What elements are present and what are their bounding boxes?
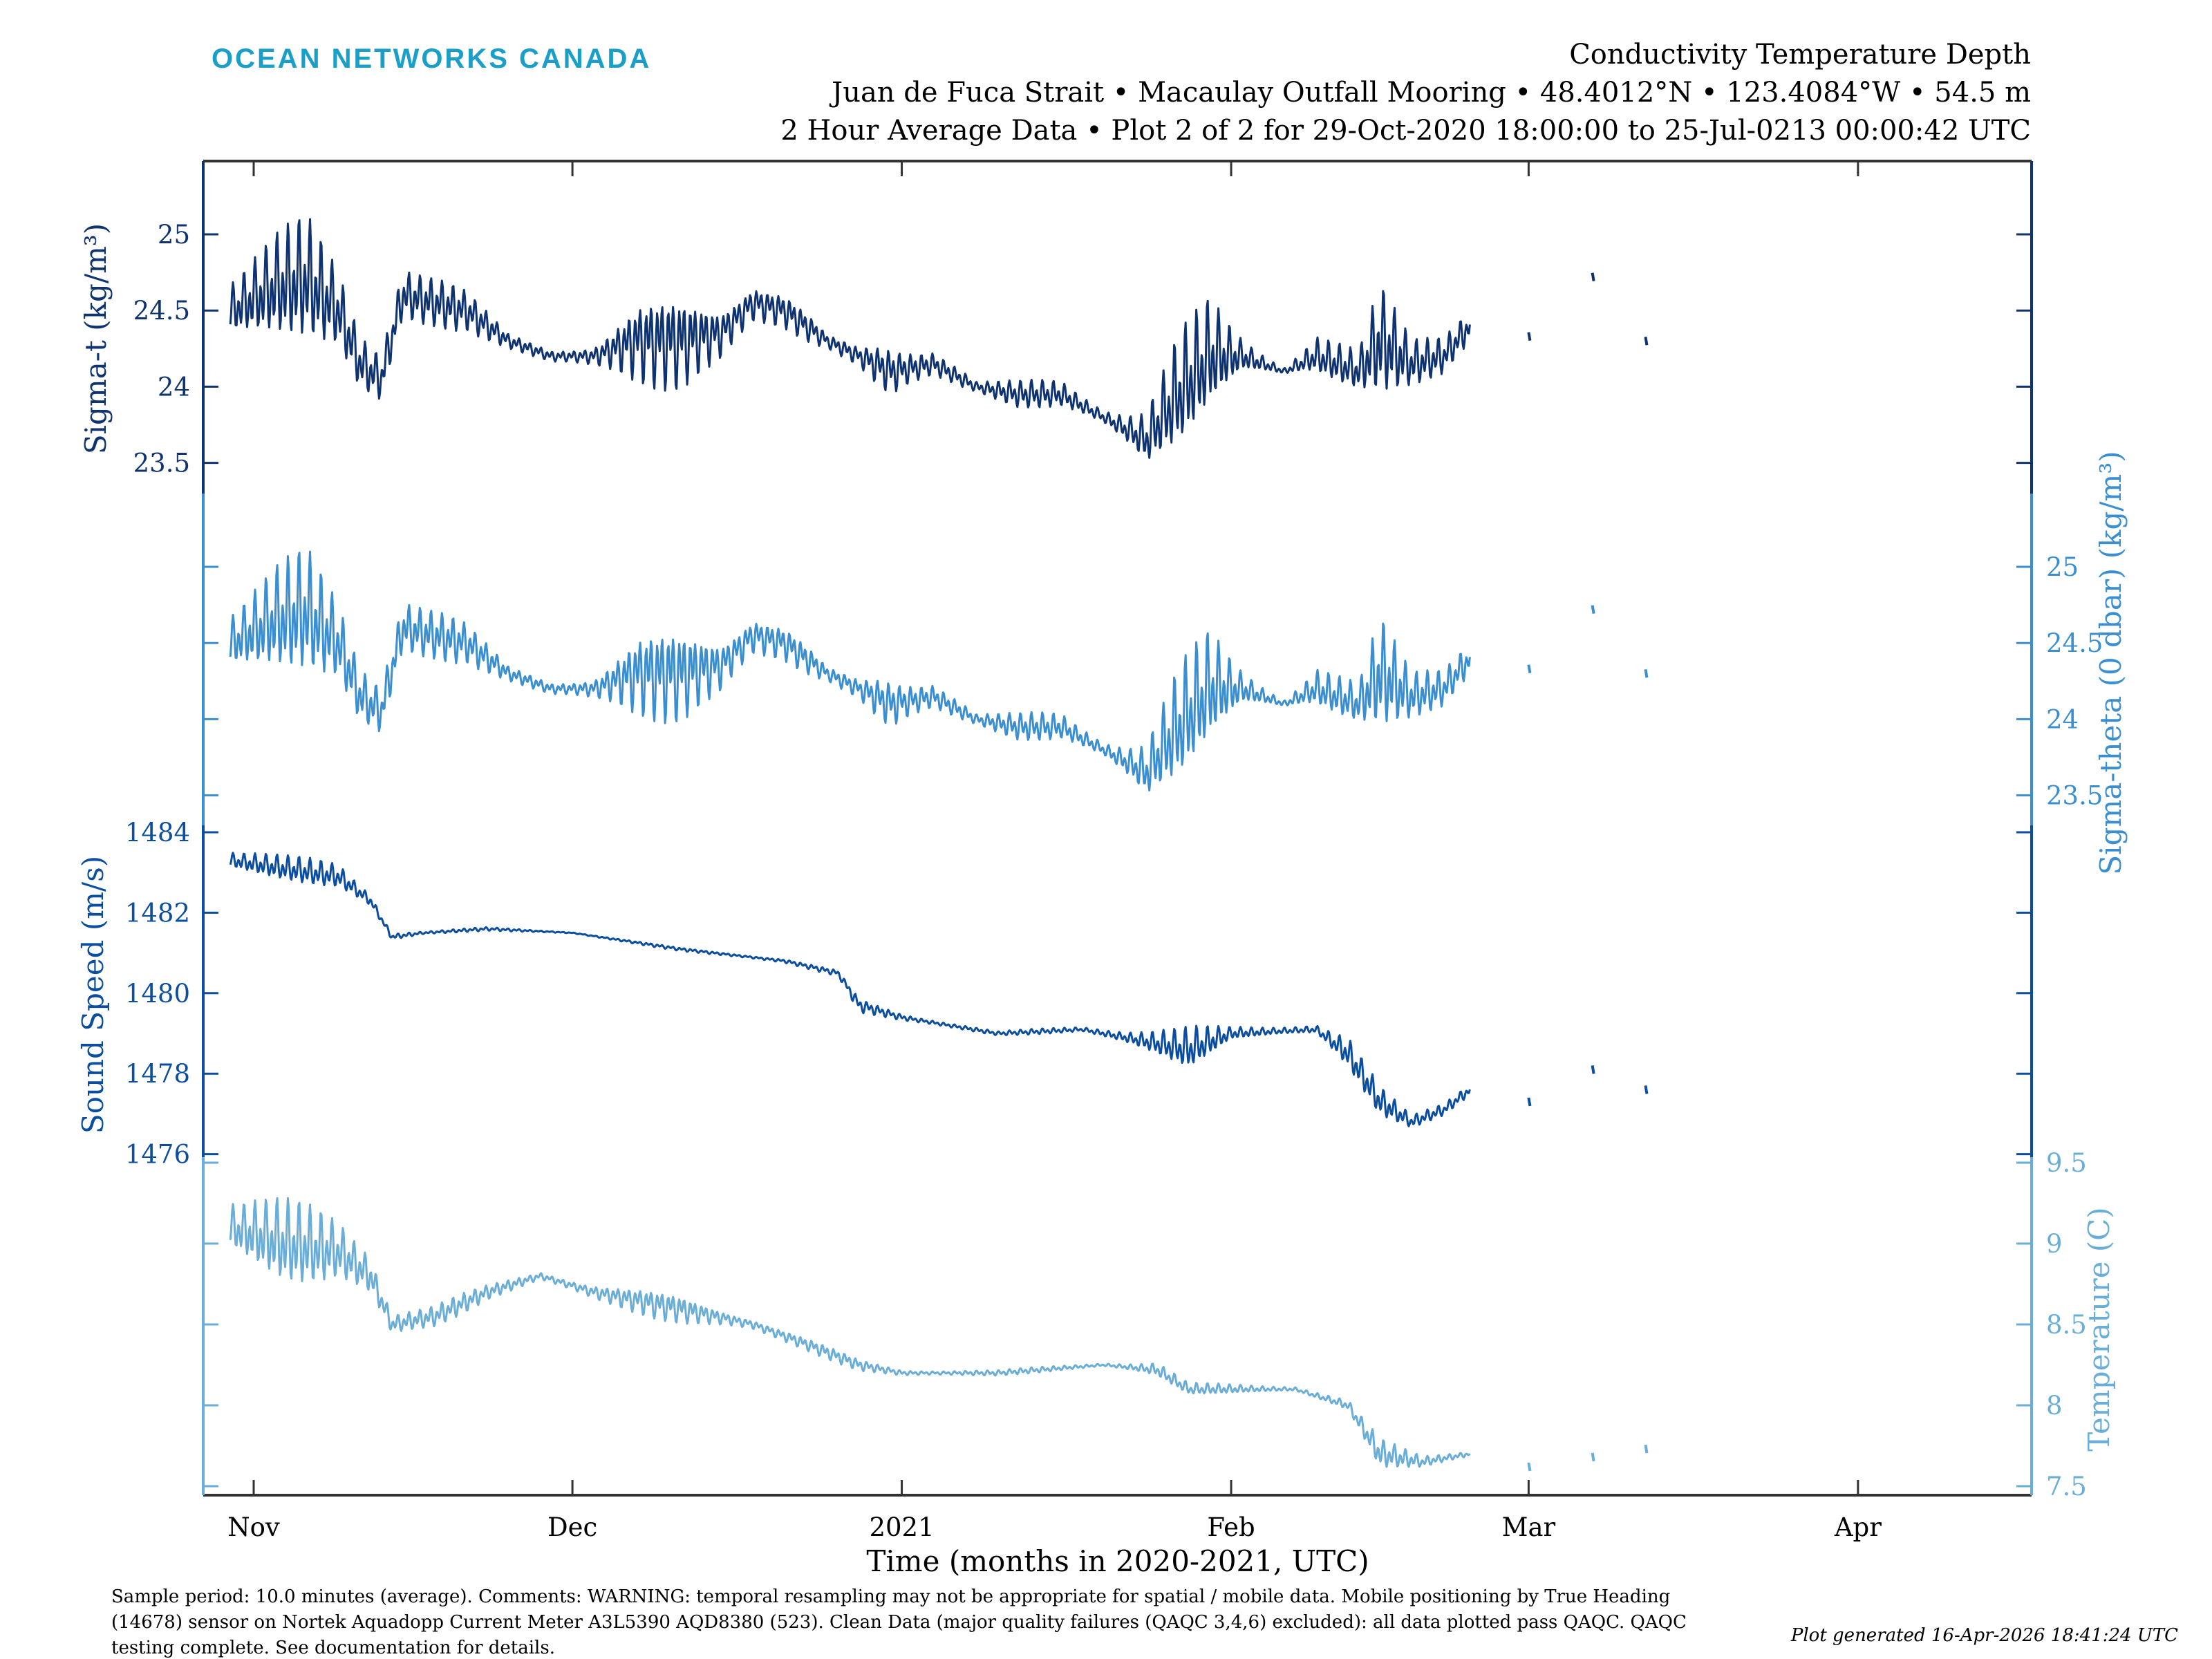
y-tick-label-sigma_t: 25 <box>158 220 190 250</box>
series-line-sound_speed <box>229 852 1471 1127</box>
footnote-line-1: Sample period: 10.0 minutes (average). C… <box>111 1586 1670 1607</box>
tick-layer: Nov Dec 2021 Feb Mar Apr 25 24.5 24 23.5 Sigma-t (… <box>76 161 2128 1542</box>
sporadic-point-sigma_theta <box>1527 664 1532 673</box>
footnote-line-3: testing complete. See documentation for … <box>111 1638 555 1658</box>
sporadic-point-sigma_t <box>1591 272 1595 282</box>
sporadic-point-sound_speed <box>1591 1065 1595 1074</box>
y-tick-label-sigma_theta: 24 <box>2046 704 2079 734</box>
plot-frame <box>202 160 2033 1497</box>
chart-subtitle-location: Juan de Fuca Strait • Macaulay Outfall M… <box>829 77 2031 109</box>
series-line-temperature <box>229 1197 1471 1468</box>
series-layer <box>229 218 1649 1472</box>
sporadic-point-temperature <box>1527 1462 1532 1472</box>
y-tick-label-sigma_t: 24 <box>158 372 190 402</box>
x-tick-label: Dec <box>547 1512 597 1542</box>
y-tick-label-temperature: 9.5 <box>2046 1148 2087 1178</box>
y-axis-label-sigma_theta: Sigma-theta (0 dbar) (kg/m³) <box>2094 451 2128 874</box>
y-tick-label-sound_speed: 1480 <box>125 979 190 1009</box>
sporadic-point-sigma_t <box>1644 336 1649 346</box>
sporadic-point-sigma_t <box>1527 332 1532 341</box>
chart-title: Conductivity Temperature Depth <box>1569 39 2031 71</box>
series-line-sigma_theta <box>229 550 1471 791</box>
sporadic-point-sound_speed <box>1527 1097 1532 1107</box>
y-tick-label-sigma_theta: 23.5 <box>2046 781 2103 811</box>
footnote-line-2: (14678) sensor on Nortek Aquadopp Curren… <box>111 1612 1687 1633</box>
plot-generated-note: Plot generated 16-Apr-2026 18:41:24 UTC <box>1790 1625 2178 1646</box>
y-tick-label-temperature: 8.5 <box>2046 1310 2087 1340</box>
y-tick-label-sigma_t: 23.5 <box>133 449 190 478</box>
y-tick-label-sigma_theta: 25 <box>2046 552 2079 582</box>
y-axis-label-sigma_t: Sigma-t (kg/m³) <box>79 223 113 454</box>
y-tick-label-sound_speed: 1482 <box>125 898 190 928</box>
x-tick-label: Mar <box>1502 1512 1556 1542</box>
x-tick-label: Apr <box>1834 1512 1882 1542</box>
y-tick-label-sigma_theta: 24.5 <box>2046 628 2103 658</box>
y-tick-label-temperature: 8 <box>2046 1391 2063 1421</box>
y-tick-label-sigma_t: 24.5 <box>133 296 190 326</box>
sporadic-point-sigma_theta <box>1644 668 1649 678</box>
y-axis-label-sound_speed: Sound Speed (m/s) <box>76 856 110 1134</box>
y-tick-label-sound_speed: 1476 <box>125 1140 190 1170</box>
y-tick-label-temperature: 7.5 <box>2046 1472 2087 1501</box>
series-line-sigma_t <box>229 218 1471 459</box>
chart-subtitle-range: 2 Hour Average Data • Plot 2 of 2 for 29… <box>780 115 2031 147</box>
y-tick-label-sound_speed: 1478 <box>125 1059 190 1089</box>
sporadic-point-sigma_theta <box>1591 605 1595 615</box>
x-tick-label: Feb <box>1207 1512 1255 1542</box>
sporadic-point-temperature <box>1644 1444 1649 1454</box>
x-tick-label: 2021 <box>869 1512 934 1542</box>
sporadic-point-sound_speed <box>1644 1085 1649 1094</box>
y-tick-label-temperature: 9 <box>2046 1229 2063 1259</box>
y-tick-label-sound_speed: 1484 <box>125 818 190 847</box>
x-axis-label: Time (months in 2020-2021, UTC) <box>866 1544 1369 1578</box>
logo-text: OCEAN NETWORKS CANADA <box>212 44 651 74</box>
x-tick-label: Nov <box>227 1512 280 1542</box>
y-axis-label-temperature: Temperature (C) <box>2082 1207 2116 1451</box>
sporadic-point-temperature <box>1591 1452 1595 1462</box>
